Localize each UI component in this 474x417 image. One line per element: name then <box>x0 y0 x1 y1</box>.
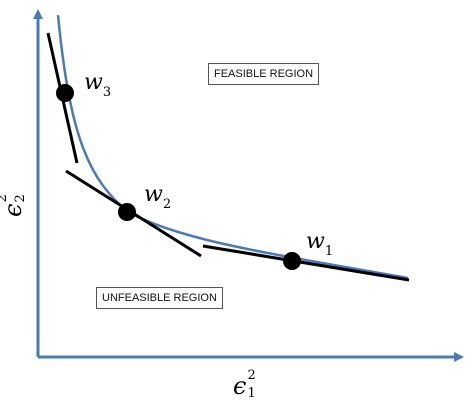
point-label-w2: w2 <box>144 182 171 212</box>
x-axis-subscript: 1 <box>247 386 256 401</box>
point-label-index: 2 <box>162 197 172 212</box>
tangent-line-w1 <box>202 244 410 282</box>
point-label-w3: w3 <box>84 70 111 100</box>
point-label-symbol: w <box>306 229 325 254</box>
y-axis-superscript: 2 <box>0 194 10 202</box>
point-label-index: 1 <box>324 244 334 259</box>
x-axis-symbol: ϵ <box>233 372 247 400</box>
feasible-region-label: FEASIBLE REGION <box>208 63 320 85</box>
y-axis-subscript: 2 <box>13 194 28 203</box>
point-label-symbol: w <box>84 70 103 95</box>
point-label-symbol: w <box>144 182 163 207</box>
pareto-front-curve <box>56 14 409 280</box>
x-axis-superscript: 2 <box>247 368 256 383</box>
unfeasible-region-label: UNFEASIBLE REGION <box>96 287 223 309</box>
point-label-w1: w1 <box>306 229 333 259</box>
point-w1 <box>283 252 301 270</box>
point-w3 <box>56 84 74 102</box>
point-label-index: 3 <box>102 85 112 100</box>
point-w2 <box>118 203 136 221</box>
y-axis-label: ϵ22 <box>0 177 29 217</box>
y-axis-symbol: ϵ <box>0 203 27 217</box>
